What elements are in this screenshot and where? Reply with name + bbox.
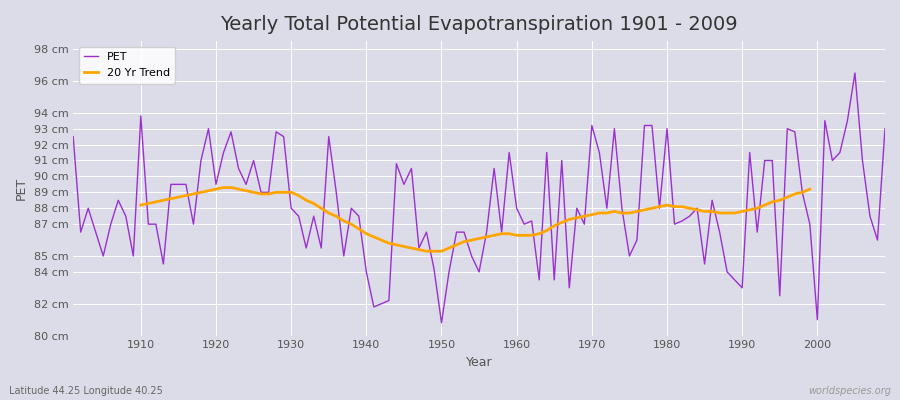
Text: Latitude 44.25 Longitude 40.25: Latitude 44.25 Longitude 40.25	[9, 386, 163, 396]
X-axis label: Year: Year	[466, 356, 492, 369]
PET	[68, 134, 78, 139]
20 Yr Trend	[722, 211, 733, 216]
PET	[293, 214, 304, 219]
PET	[338, 254, 349, 258]
20 Yr Trend	[421, 249, 432, 254]
20 Yr Trend	[218, 185, 229, 190]
PET	[850, 70, 860, 75]
PET	[511, 206, 522, 211]
PET	[518, 222, 529, 226]
20 Yr Trend	[233, 187, 244, 192]
20 Yr Trend	[805, 187, 815, 192]
Text: worldspecies.org: worldspecies.org	[808, 386, 891, 396]
PET	[436, 320, 447, 325]
Line: PET: PET	[73, 73, 885, 323]
20 Yr Trend	[346, 222, 356, 226]
Legend: PET, 20 Yr Trend: PET, 20 Yr Trend	[78, 47, 176, 84]
Line: 20 Yr Trend: 20 Yr Trend	[140, 188, 810, 251]
Title: Yearly Total Potential Evapotranspiration 1901 - 2009: Yearly Total Potential Evapotranspiratio…	[220, 15, 738, 34]
PET	[609, 126, 620, 131]
20 Yr Trend	[616, 211, 627, 216]
PET	[128, 254, 139, 258]
20 Yr Trend	[135, 203, 146, 208]
20 Yr Trend	[789, 192, 800, 196]
20 Yr Trend	[706, 209, 717, 214]
Y-axis label: PET: PET	[15, 177, 28, 200]
PET	[879, 126, 890, 131]
